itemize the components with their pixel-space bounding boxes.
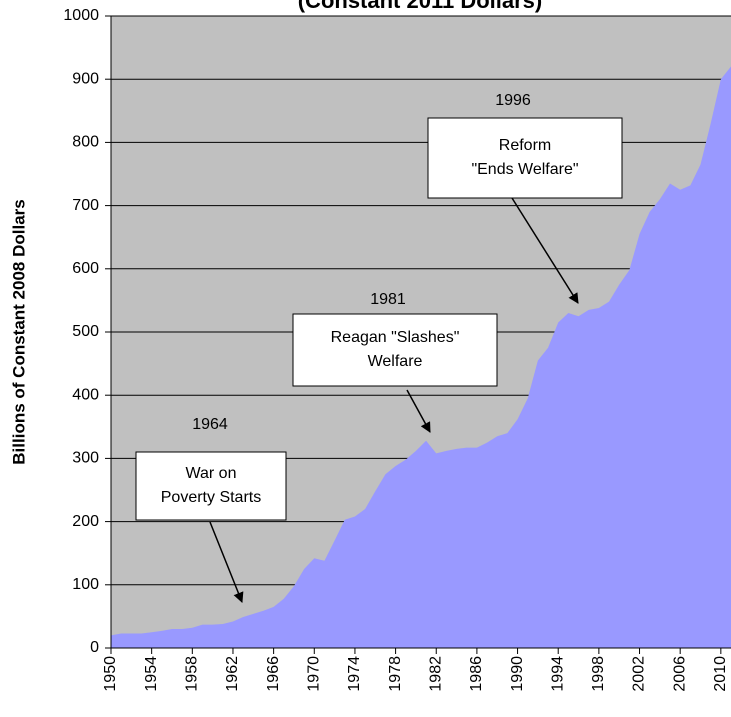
y-tick-label: 0 [90,639,99,656]
x-tick-label: 1990 [509,656,526,692]
x-tick-label: 1966 [265,656,282,692]
annotation-text: War on [186,465,237,482]
annotation-text: Welfare [368,353,423,370]
annotation-box [135,451,287,521]
x-tick-label: 2006 [671,656,688,692]
x-tick-label: 2002 [631,656,648,692]
annotation-text: "Ends Welfare" [471,161,578,178]
x-tick-label: 1978 [387,656,404,692]
annotation-text: Reform [499,137,551,154]
y-tick-label: 100 [72,576,99,593]
annotation-year: 1964 [192,416,228,433]
x-tick-label: 1958 [184,656,201,692]
y-tick-label: 700 [72,197,99,214]
x-tick-label: 1962 [224,656,241,692]
annotation-arrow [209,521,244,603]
area [111,66,731,648]
annotation-box [427,117,623,199]
y-axis-label: Billions of Constant 2008 Dollars [9,199,28,464]
y-tick-label: 400 [72,386,99,403]
y-tick-label: 300 [72,450,99,467]
annotation-arrow [511,197,579,304]
annotation-year: 1996 [495,92,531,109]
annotation-text: Poverty Starts [161,489,261,506]
x-tick-label: 1954 [143,656,160,692]
x-tick-label: 1994 [549,656,566,692]
x-tick-label: 2010 [712,656,729,692]
x-tick-label: 1970 [305,656,322,692]
y-tick-label: 800 [72,134,99,151]
annotation-text: Reagan "Slashes" [331,329,460,346]
annotation-year: 1981 [370,291,406,308]
x-tick-label: 1982 [427,656,444,692]
y-tick-label: 900 [72,70,99,87]
y-tick-label: 500 [72,323,99,340]
y-tick-label: 200 [72,513,99,530]
y-tick-label: 1000 [63,7,99,24]
x-tick-label: 1986 [468,656,485,692]
chart-title: (Constant 2011 Dollars) [298,0,543,13]
annotation-arrow [406,389,431,433]
x-tick-label: 1998 [590,656,607,692]
y-tick-label: 600 [72,260,99,277]
annotation-box [292,313,498,387]
x-tick-label: 1950 [102,656,119,692]
x-tick-label: 1974 [346,656,363,692]
